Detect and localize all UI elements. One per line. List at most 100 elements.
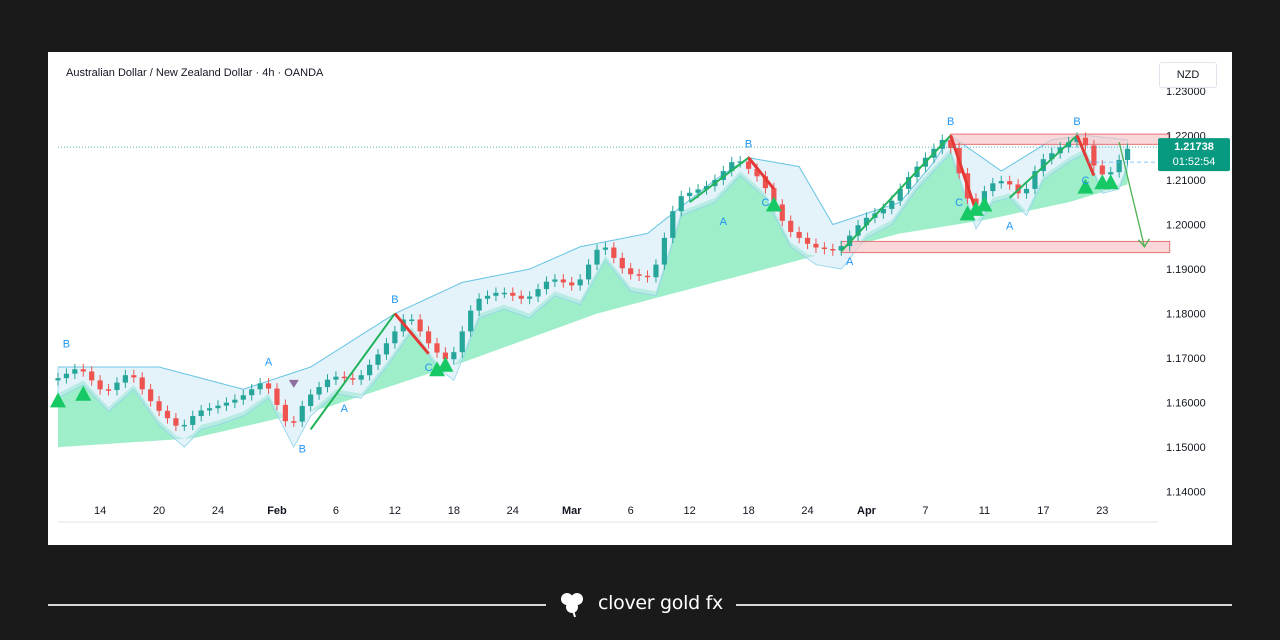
wave-label: B [299, 443, 306, 455]
candle-body [139, 377, 145, 390]
wave-label: A [846, 256, 854, 268]
correction-line [393, 312, 430, 355]
candle-body [282, 404, 288, 422]
candle-body [333, 376, 339, 380]
price-chart[interactable]: B A B A B C A B C A B C A B C 1.14000 1.15000 1.16000 1.17… [48, 52, 1232, 545]
candle-body [720, 171, 726, 180]
candle-body [687, 192, 693, 197]
candle-body [206, 408, 213, 411]
impulse-line [840, 134, 952, 252]
currency-button[interactable]: NZD [1159, 62, 1217, 88]
candle-body [1023, 188, 1030, 194]
wave-label: A [1006, 221, 1014, 233]
candle-body [897, 188, 903, 201]
projection-arrow [1118, 141, 1146, 247]
candle-body [745, 161, 752, 169]
x-tick-label: 7 [922, 505, 928, 517]
brand-name: clover gold fx [598, 592, 723, 614]
candle-body [131, 375, 137, 378]
candle-body [754, 168, 760, 177]
candle-body [63, 373, 70, 379]
candle-body [240, 395, 246, 400]
buy-signal-icon [959, 205, 976, 221]
candle-body [889, 200, 895, 209]
candle-body [628, 268, 634, 275]
x-tick-label: 17 [1037, 505, 1049, 517]
candle-body [906, 177, 912, 189]
candle-body [350, 378, 356, 380]
impulse-line [1008, 134, 1078, 199]
price-tag-countdown: 01:52:54 [1173, 156, 1216, 168]
candle-body [1082, 137, 1089, 146]
y-tick-label: 1.18000 [1166, 309, 1206, 321]
candle-body [788, 220, 794, 232]
x-tick-label: 20 [153, 505, 165, 517]
x-tick-label: Apr [857, 505, 877, 517]
x-tick-label: 14 [94, 505, 106, 517]
chart-card: B A B A B C A B C A B C A B C 1.14000 1.15000 1.16000 1.17… [48, 52, 1232, 545]
candle-body [560, 279, 566, 283]
wave-label: C [761, 197, 769, 209]
wave-label: B [947, 116, 954, 128]
candle-body [274, 388, 280, 405]
candle-body [771, 188, 777, 205]
wave-label: B [745, 138, 752, 150]
footer-line-right [736, 604, 1232, 606]
resistance-zone-1 [840, 240, 1171, 254]
y-tick-label: 1.17000 [1166, 353, 1206, 365]
candle-body [442, 352, 449, 360]
candle-body [232, 399, 238, 403]
candle-body [501, 292, 507, 295]
candle-body [459, 331, 465, 353]
candle-body [990, 183, 996, 192]
wave-label: A [265, 356, 273, 368]
candle-body [855, 225, 861, 236]
candle-body [425, 331, 432, 344]
x-tick-label: 18 [742, 505, 754, 517]
price-tag [1158, 138, 1230, 172]
candle-body [585, 264, 592, 280]
footer-line-left [48, 604, 546, 606]
x-tick-label: 11 [979, 505, 990, 517]
candle-body [367, 364, 373, 376]
candle-body [796, 231, 802, 238]
candle-body [409, 319, 415, 322]
wave-label: B [391, 294, 398, 306]
wave-label: A [341, 403, 349, 415]
candle-body [299, 406, 305, 422]
candle-body [257, 383, 263, 390]
x-tick-label: 23 [1096, 505, 1108, 517]
y-tick-label: 1.15000 [1166, 442, 1206, 454]
clover-icon [561, 593, 583, 618]
chart-title: Australian Dollar / New Zealand Dollar ·… [66, 67, 324, 79]
candle-body [510, 292, 516, 296]
y-tick-label: 1.20000 [1166, 220, 1206, 232]
correction-line [1075, 134, 1096, 177]
candle-body [577, 279, 583, 286]
price-tag-value: 1.21738 [1174, 141, 1214, 153]
candle-body [729, 162, 735, 172]
candle-body [813, 243, 819, 248]
candle-body [265, 383, 272, 389]
candle-body [1116, 159, 1122, 173]
wave-label: B [63, 339, 70, 351]
candle-body [1108, 172, 1114, 175]
candle-body [173, 418, 179, 426]
y-tick-label: 1.16000 [1166, 398, 1206, 410]
y-tick-label: 1.14000 [1166, 487, 1206, 499]
candle-body [518, 295, 524, 299]
candle-body [249, 389, 255, 396]
candle-body [375, 354, 381, 365]
candle-body [164, 410, 171, 419]
wave-label: C [425, 362, 433, 374]
x-tick-label: 12 [389, 505, 401, 517]
candle-body [1066, 142, 1072, 148]
candle-body [543, 281, 550, 290]
candle-body [316, 387, 322, 395]
buy-signal-icon [50, 392, 66, 408]
wave-label: C [1081, 175, 1089, 187]
candle-body [493, 292, 499, 296]
candle-body [72, 369, 78, 374]
candle-body [678, 196, 684, 212]
candle-body [653, 264, 659, 278]
